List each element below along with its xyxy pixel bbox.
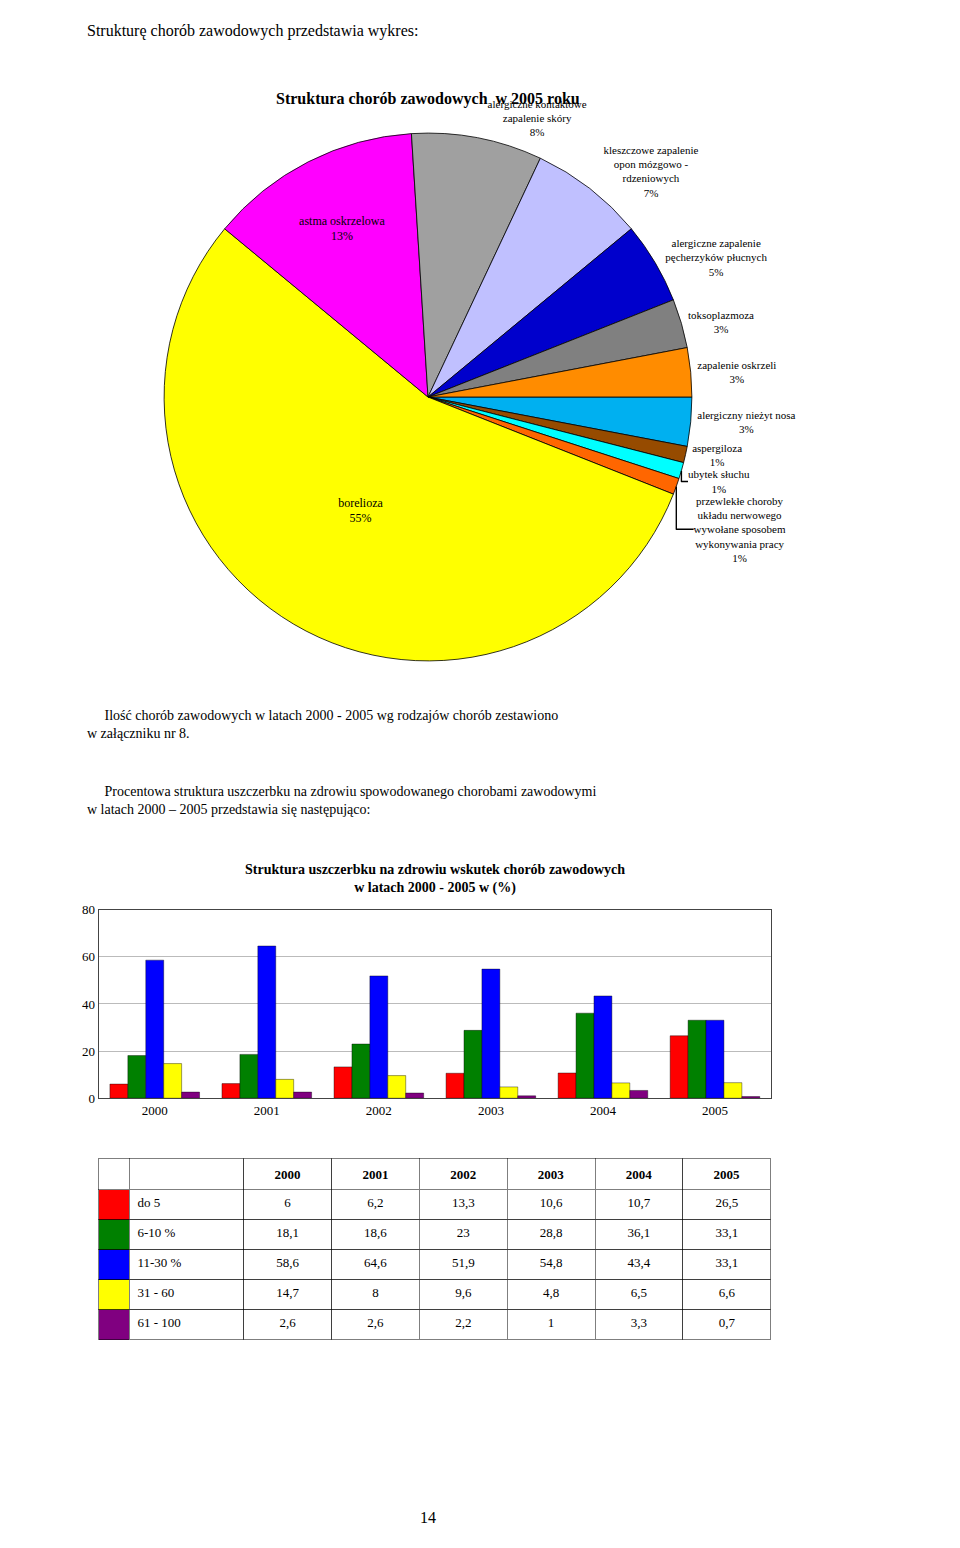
svg-text:2002: 2002 bbox=[366, 1103, 392, 1118]
svg-text:26,5: 26,5 bbox=[715, 1195, 738, 1210]
svg-text:2004: 2004 bbox=[590, 1103, 617, 1118]
svg-text:51,9: 51,9 bbox=[452, 1255, 475, 1270]
svg-text:23: 23 bbox=[457, 1225, 470, 1240]
svg-text:alergiczny nieżyt nosa3%: alergiczny nieżyt nosa3% bbox=[697, 409, 795, 435]
svg-text:2005: 2005 bbox=[702, 1103, 728, 1118]
svg-text:Strukturę chorób zawodowych pr: Strukturę chorób zawodowych przedstawia … bbox=[87, 22, 418, 40]
svg-text:6,5: 6,5 bbox=[631, 1285, 647, 1300]
svg-text:80: 80 bbox=[82, 902, 95, 917]
svg-text:2003: 2003 bbox=[478, 1103, 504, 1118]
svg-text:6,6: 6,6 bbox=[719, 1285, 736, 1300]
svg-text:31 - 60: 31 - 60 bbox=[137, 1285, 174, 1300]
svg-text:alergiczne kontaktowezapalenie: alergiczne kontaktowezapalenie skóry8% bbox=[488, 98, 587, 139]
svg-text:kleszczowe zapalenieopon mózgo: kleszczowe zapalenieopon mózgowo -rdzeni… bbox=[603, 144, 698, 199]
svg-text:0: 0 bbox=[89, 1091, 96, 1106]
svg-text:4,8: 4,8 bbox=[543, 1285, 559, 1300]
svg-text:43,4: 43,4 bbox=[628, 1255, 651, 1270]
svg-text:64,6: 64,6 bbox=[364, 1255, 387, 1270]
svg-text:zapalenie oskrzeli3%: zapalenie oskrzeli3% bbox=[697, 359, 776, 385]
svg-text:58,6: 58,6 bbox=[276, 1255, 299, 1270]
svg-text:11-30 %: 11-30 % bbox=[137, 1255, 181, 1270]
svg-text:Ilość chorób zawodowych w lata: Ilość chorób zawodowych w latach 2000 - … bbox=[87, 708, 558, 741]
svg-text:61 - 100: 61 - 100 bbox=[137, 1315, 180, 1330]
svg-text:aspergiloza1%: aspergiloza1% bbox=[692, 442, 742, 468]
svg-text:Procentowa struktura uszczerbk: Procentowa struktura uszczerbku na zdrow… bbox=[87, 784, 596, 817]
svg-text:13,3: 13,3 bbox=[452, 1195, 475, 1210]
svg-text:ubytek słuchu1%: ubytek słuchu1% bbox=[688, 468, 750, 494]
svg-text:0,7: 0,7 bbox=[719, 1315, 736, 1330]
svg-text:1: 1 bbox=[548, 1315, 555, 1330]
svg-text:8: 8 bbox=[372, 1285, 379, 1300]
svg-text:do 5: do 5 bbox=[137, 1195, 160, 1210]
svg-text:9,6: 9,6 bbox=[455, 1285, 472, 1300]
svg-text:6,2: 6,2 bbox=[367, 1195, 383, 1210]
svg-text:14: 14 bbox=[420, 1509, 436, 1526]
svg-text:przewlekłe chorobyukładu nerwo: przewlekłe chorobyukładu nerwowegowywoła… bbox=[694, 495, 786, 564]
svg-text:2003: 2003 bbox=[538, 1167, 565, 1182]
svg-text:6-10 %: 6-10 % bbox=[137, 1225, 175, 1240]
svg-text:10,7: 10,7 bbox=[628, 1195, 651, 1210]
svg-text:Struktura chorób zawodowych w: Struktura chorób zawodowych w 2005 roku bbox=[276, 90, 580, 108]
svg-text:2001: 2001 bbox=[254, 1103, 280, 1118]
svg-text:18,1: 18,1 bbox=[276, 1225, 299, 1240]
svg-text:33,1: 33,1 bbox=[715, 1225, 738, 1240]
svg-text:40: 40 bbox=[82, 997, 95, 1012]
svg-text:54,8: 54,8 bbox=[540, 1255, 563, 1270]
svg-text:Struktura uszczerbku na zdrowi: Struktura uszczerbku na zdrowiu wskutek … bbox=[245, 862, 625, 896]
svg-text:60: 60 bbox=[82, 949, 95, 964]
svg-text:astma oskrzelowa13%: astma oskrzelowa13% bbox=[299, 214, 385, 244]
svg-text:2004: 2004 bbox=[626, 1167, 653, 1182]
svg-text:2000: 2000 bbox=[275, 1167, 301, 1182]
svg-text:toksoplazmoza3%: toksoplazmoza3% bbox=[688, 309, 754, 335]
svg-text:6: 6 bbox=[284, 1195, 291, 1210]
svg-text:36,1: 36,1 bbox=[628, 1225, 651, 1240]
svg-text:2001: 2001 bbox=[362, 1167, 388, 1182]
svg-text:3,3: 3,3 bbox=[631, 1315, 647, 1330]
svg-text:2,2: 2,2 bbox=[455, 1315, 471, 1330]
svg-text:alergiczne zapaleniepęcherzykó: alergiczne zapaleniepęcherzyków płucnych… bbox=[665, 237, 767, 278]
svg-text:2002: 2002 bbox=[450, 1167, 476, 1182]
svg-text:14,7: 14,7 bbox=[276, 1285, 299, 1300]
svg-text:2,6: 2,6 bbox=[367, 1315, 384, 1330]
svg-text:28,8: 28,8 bbox=[540, 1225, 563, 1240]
svg-text:2,6: 2,6 bbox=[279, 1315, 296, 1330]
svg-text:18,6: 18,6 bbox=[364, 1225, 387, 1240]
svg-text:2000: 2000 bbox=[142, 1103, 168, 1118]
svg-text:10,6: 10,6 bbox=[540, 1195, 563, 1210]
svg-text:borelioza55%: borelioza55% bbox=[338, 496, 383, 526]
svg-text:2005: 2005 bbox=[714, 1167, 741, 1182]
svg-text:20: 20 bbox=[82, 1044, 95, 1059]
svg-text:33,1: 33,1 bbox=[715, 1255, 738, 1270]
